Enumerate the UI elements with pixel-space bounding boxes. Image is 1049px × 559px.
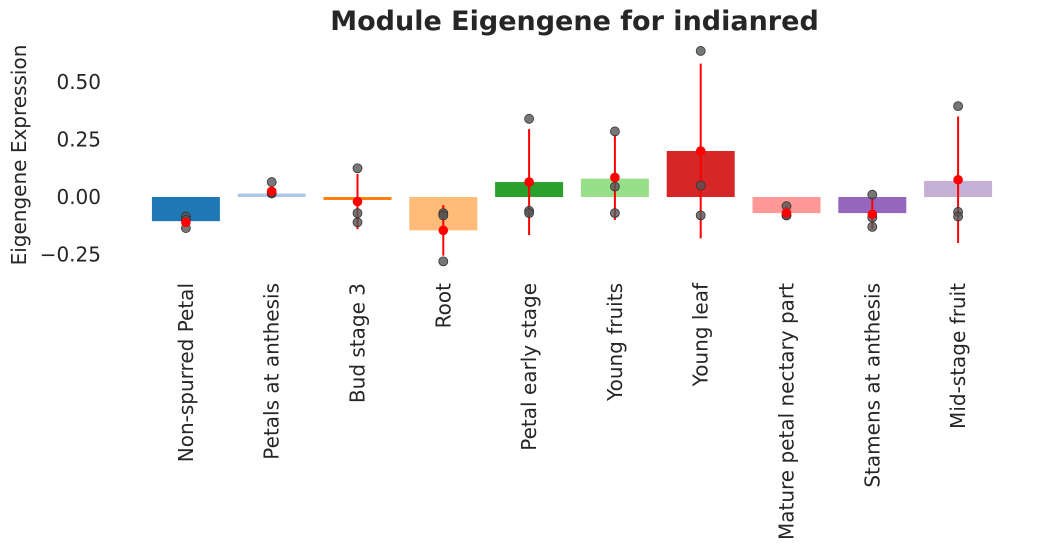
x-tick-label: Root: [431, 283, 455, 328]
mean-point: [181, 217, 191, 228]
mean-point: [266, 186, 277, 197]
sample-point: [524, 208, 534, 219]
sample-points-layer: [180, 46, 963, 267]
sample-point: [266, 177, 277, 187]
sample-point: [695, 46, 706, 56]
x-tick-label: Young fruits: [603, 283, 627, 402]
sample-point: [867, 221, 878, 232]
mean-point: [781, 208, 792, 218]
sample-point: [610, 126, 620, 137]
x-tick-label: Young leaf: [689, 282, 713, 387]
x-axis-ticks: Non-spurred Petal Petals at anthesis Bud s…: [174, 282, 970, 540]
sample-point: [352, 217, 363, 228]
mean-point: [524, 177, 534, 187]
sample-point: [953, 101, 963, 112]
x-tick-label: Petals at anthesis: [260, 283, 284, 460]
y-axis-ticks: −0.25 0.00 0.25 0.50: [40, 70, 101, 267]
sample-point: [610, 208, 620, 219]
sample-point: [953, 211, 963, 222]
x-tick-label: Mid-stage fruit: [946, 283, 970, 429]
x-tick-label: Mature petal nectary part: [775, 283, 799, 540]
x-tick-label: Bud stage 3: [346, 283, 370, 403]
sample-point: [438, 210, 449, 221]
sample-point: [438, 256, 449, 267]
mean-point: [867, 209, 878, 220]
mean-point: [352, 196, 363, 207]
mean-points-layer: [181, 146, 963, 236]
sample-point: [867, 189, 878, 200]
y-tick-label: 0.25: [56, 128, 101, 152]
y-tick-label: 0.00: [56, 185, 101, 209]
chart-title: Module Eigengene for indianred: [330, 6, 819, 37]
sample-point: [524, 113, 534, 124]
x-tick-label: Non-spurred Petal: [174, 283, 198, 462]
mean-point: [610, 172, 620, 183]
x-tick-label: Petal early stage: [517, 283, 541, 451]
y-tick-label: −0.25: [40, 243, 101, 267]
sample-point: [352, 163, 363, 174]
bars-layer: [151, 151, 993, 231]
sample-point: [610, 181, 620, 192]
mean-point: [438, 225, 449, 236]
mean-point: [953, 174, 963, 185]
mean-point: [695, 146, 706, 156]
x-tick-label: Stamens at anthesis: [860, 283, 884, 488]
error-bars-layer: [184, 63, 960, 256]
sample-point: [695, 210, 706, 221]
sample-point: [352, 208, 363, 219]
y-tick-label: 0.50: [56, 70, 101, 94]
sample-point: [695, 180, 706, 191]
